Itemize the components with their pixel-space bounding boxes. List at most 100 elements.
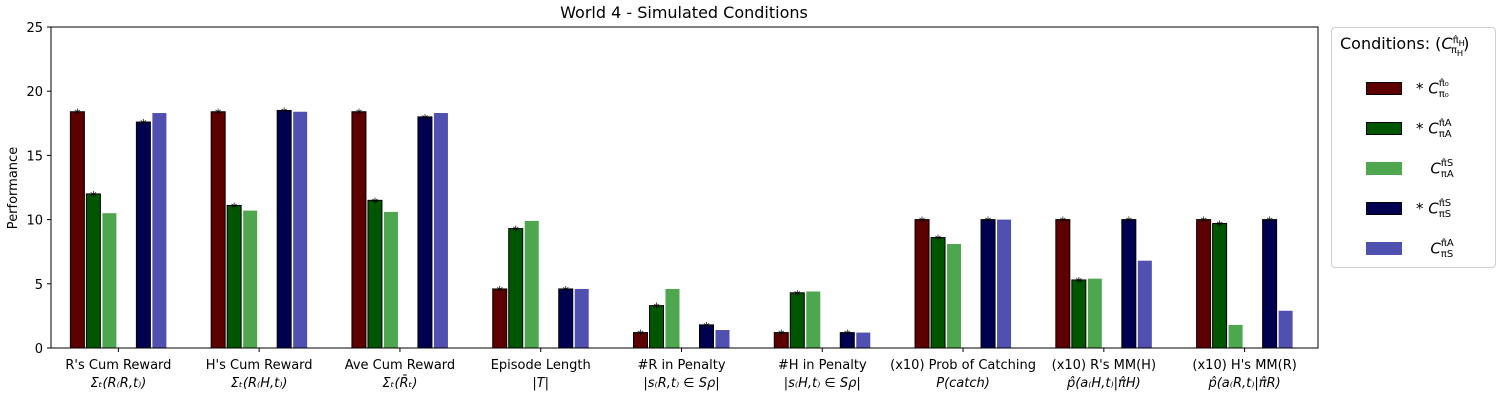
significance-star: * — [90, 190, 97, 205]
legend-label: Cπ̂A πS — [1430, 238, 1454, 260]
bars-layer: * * * * * * * * * * * * * * * * * * * * * * * * * * * — [69, 106, 1293, 349]
significance-star: * — [562, 285, 569, 300]
legend-label: Cπ̂S πA — [1430, 158, 1454, 180]
x-tick-sublabel: Σₜ(R̄ₜ) — [382, 376, 417, 391]
x-tick-sublabel: |s₍H,t₎ ∈ Sρ| — [784, 376, 861, 391]
bar-2-2 — [226, 204, 242, 349]
y-tick-label: 20 — [26, 85, 43, 100]
x-tick-label: (x10) Prob of Catching — [890, 358, 1036, 373]
bar-3-1 — [102, 213, 117, 348]
x-tick-sublabel: |T| — [532, 376, 549, 391]
bar-4-8 — [1121, 219, 1137, 349]
significance-star: * — [1060, 216, 1067, 231]
bar-2-9 — [1212, 222, 1228, 349]
significance-star: * — [496, 285, 503, 300]
bar-3-7 — [947, 243, 962, 348]
significance-star: * — [844, 329, 851, 344]
legend-swatch — [1366, 162, 1402, 175]
legend-title: Conditions: (Cπ̂HπH) — [1340, 34, 1470, 59]
x-tick-sublabel: p̂(a₍H,t₎|π̂H) — [1066, 376, 1141, 391]
bar-3-4 — [524, 220, 539, 348]
bar-4-9 — [1262, 219, 1278, 349]
legend-item-1: * Cπ̂₀ π₀ — [1366, 72, 1486, 106]
significance-star: * — [637, 329, 644, 344]
y-tick-label: 25 — [26, 21, 43, 36]
axes-layer: 0 5 10 15 20 25 R's Cum Reward Σₜ(R₍R,t₎) H's Cu… — [26, 21, 1319, 391]
legend-item-2: * Cπ̂A πA — [1366, 112, 1486, 146]
x-tick-label: Ave Cum Reward — [345, 358, 455, 373]
bar-3-9 — [1228, 324, 1243, 348]
significance-star: * — [794, 289, 801, 304]
y-tick-label: 15 — [26, 149, 43, 164]
y-axis-label: Performance — [6, 147, 21, 229]
legend-swatch — [1366, 202, 1402, 215]
y-tick-label: 0 — [35, 342, 43, 357]
x-tick-sublabel: p̂(a₍R,t₎|π̂R) — [1207, 376, 1280, 391]
legend: Conditions: (Cπ̂HπH) * Cπ̂₀ π₀ * Cπ̂A πA Cπ… — [1331, 27, 1496, 268]
x-tick-sublabel: |s₍R,t₎ ∈ Sρ| — [643, 376, 719, 391]
bar-1-8 — [1055, 219, 1071, 349]
significance-star: * — [281, 106, 288, 121]
bar-2-4 — [508, 228, 524, 349]
x-tick-label: (x10) R's MM(H) — [1052, 358, 1156, 373]
x-tick-sublabel: P(catch) — [936, 376, 990, 391]
significance-star: * — [778, 329, 785, 344]
bar-2-1 — [85, 193, 101, 349]
bar-1-9 — [1196, 219, 1212, 349]
bar-2-7 — [930, 237, 946, 349]
bar-1-7 — [914, 219, 930, 349]
significance-star: * — [140, 118, 147, 133]
significance-star: * — [356, 108, 363, 123]
bar-1-3 — [351, 111, 367, 349]
x-tick-label: (x10) H's MM(R) — [1192, 358, 1296, 373]
plot-frame — [50, 26, 1319, 349]
x-tick-label: #H in Penalty — [778, 358, 867, 373]
bar-5-9 — [1278, 310, 1293, 348]
bar-5-4 — [574, 288, 589, 348]
legend-label: * Cπ̂₀ π₀ — [1416, 78, 1449, 100]
bar-4-2 — [276, 109, 292, 349]
significance-star: * — [215, 108, 222, 123]
x-tick-label: R's Cum Reward — [65, 358, 171, 373]
x-tick-label: H's Cum Reward — [206, 358, 313, 373]
y-tick-label: 10 — [26, 214, 43, 229]
x-tick-sublabel: Σₜ(R₍H,t₎) — [231, 376, 288, 391]
legend-item-3: Cπ̂S πA — [1366, 152, 1486, 186]
bar-5-7 — [997, 219, 1012, 348]
bar-5-6 — [856, 332, 871, 348]
bar-1-1 — [69, 111, 85, 349]
bar-5-3 — [433, 113, 448, 348]
significance-star: * — [653, 302, 660, 317]
legend-item-5: Cπ̂A πS — [1366, 232, 1486, 266]
significance-star: * — [372, 196, 379, 211]
significance-star: * — [935, 234, 942, 249]
significance-star: * — [703, 321, 710, 336]
significance-star: * — [74, 108, 81, 123]
bar-5-8 — [1137, 260, 1152, 348]
significance-star: * — [985, 216, 992, 231]
legend-swatch — [1366, 122, 1402, 135]
bar-4-7 — [980, 219, 996, 349]
bar-3-8 — [1087, 278, 1102, 348]
bar-3-5 — [665, 288, 680, 348]
significance-star: * — [512, 225, 519, 240]
bar-3-3 — [383, 211, 398, 348]
bar-4-1 — [135, 121, 151, 349]
bar-3-6 — [806, 291, 821, 348]
legend-label: * Cπ̂S πS — [1416, 198, 1452, 220]
bar-1-2 — [210, 111, 226, 349]
legend-swatch — [1366, 242, 1402, 255]
significance-star: * — [1076, 276, 1083, 291]
significance-star: * — [1126, 216, 1133, 231]
significance-star: * — [1266, 216, 1273, 231]
significance-star: * — [1200, 216, 1207, 231]
bar-2-3 — [367, 199, 383, 349]
legend-label: * Cπ̂A πA — [1416, 118, 1452, 140]
significance-star: * — [422, 113, 429, 128]
significance-star: * — [231, 201, 238, 216]
significance-star: * — [1216, 219, 1223, 234]
x-tick-label: #R in Penalty — [637, 358, 725, 373]
y-tick-label: 5 — [35, 278, 43, 293]
bar-5-5 — [715, 330, 730, 348]
